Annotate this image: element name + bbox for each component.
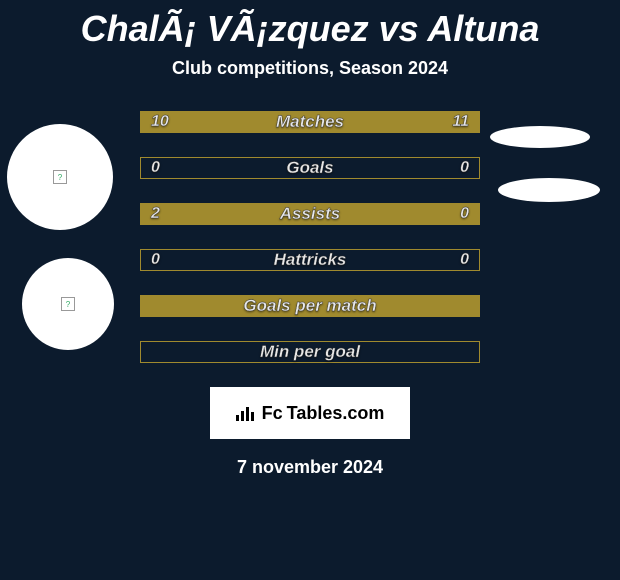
stat-label: Min per goal	[260, 342, 360, 362]
logo-rest: Tables.com	[287, 403, 385, 424]
stat-row: Min per goal	[140, 341, 480, 363]
stat-label: Hattricks	[274, 250, 347, 270]
fctables-logo: FcTables.com	[210, 387, 410, 439]
player-left-avatar: ?	[7, 124, 113, 230]
player-right-shape-1	[490, 126, 590, 148]
broken-image-icon: ?	[53, 170, 67, 184]
stat-value-left: 10	[151, 113, 169, 131]
stat-label: Assists	[280, 204, 340, 224]
comparison-subtitle: Club competitions, Season 2024	[0, 58, 620, 79]
player-left-avatar-2: ?	[22, 258, 114, 350]
stat-row: 2 0 Assists	[140, 203, 480, 225]
stat-row: Goals per match	[140, 295, 480, 317]
logo-fc: Fc	[262, 403, 283, 424]
stat-label: Goals	[286, 158, 333, 178]
stat-row: 10 11 Matches	[140, 111, 480, 133]
comparison-title: ChalÃ¡ VÃ¡zquez vs Altuna	[0, 0, 620, 50]
bar-fill-left	[141, 204, 411, 224]
stat-label: Matches	[276, 112, 344, 132]
stat-value-left: 0	[151, 159, 160, 177]
stat-value-left: 0	[151, 251, 160, 269]
player-right-shape-2	[498, 178, 600, 202]
stat-value-right: 11	[452, 113, 469, 131]
stat-row: 0 0 Goals	[140, 157, 480, 179]
stat-value-left: 2	[151, 205, 160, 223]
bars-icon	[236, 405, 256, 421]
stat-value-right: 0	[460, 251, 469, 269]
stat-row: 0 0 Hattricks	[140, 249, 480, 271]
stat-value-right: 0	[460, 159, 469, 177]
broken-image-icon: ?	[61, 297, 75, 311]
comparison-date: 7 november 2024	[0, 457, 620, 478]
stat-label: Goals per match	[243, 296, 376, 316]
stat-value-right: 0	[460, 205, 469, 223]
